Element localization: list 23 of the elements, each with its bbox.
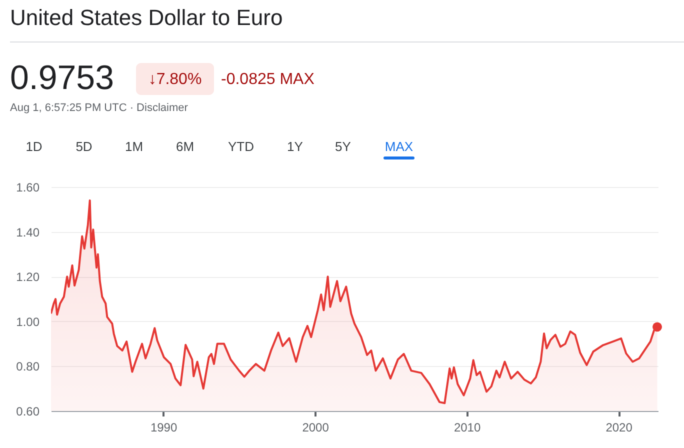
x-tick-label: 2020 (606, 420, 633, 434)
text: 5Y (335, 139, 352, 154)
x-tick-label: 1990 (150, 420, 178, 434)
y-tick-label: 1.00 (16, 314, 40, 329)
y-tick-label: 1.60 (16, 180, 40, 194)
text: 1D (26, 139, 42, 154)
text: -0.0825 MAX (221, 71, 315, 88)
text: 6M (176, 139, 194, 154)
y-tick-label: 0.80 (16, 360, 40, 374)
chart-title: United States Dollar to Euro (10, 5, 283, 30)
text: 1Y (287, 139, 304, 154)
text: 5D (76, 139, 92, 154)
text: 1M (124, 139, 144, 154)
text: Aug 1, 6:57:25 PM UTC · Disclaimer (10, 102, 188, 114)
y-tick-label: 0.60 (16, 404, 40, 418)
text: ↓7.80% (148, 71, 202, 88)
x-tick-label: 2000 (302, 420, 330, 434)
y-tick-label: 1.40 (16, 225, 40, 240)
y-tick-label: 1.20 (16, 270, 40, 284)
text: 0.9753 (10, 59, 114, 97)
x-tick-label: 2010 (454, 420, 481, 434)
text: MAX (384, 139, 414, 154)
text: YTD (228, 139, 254, 154)
